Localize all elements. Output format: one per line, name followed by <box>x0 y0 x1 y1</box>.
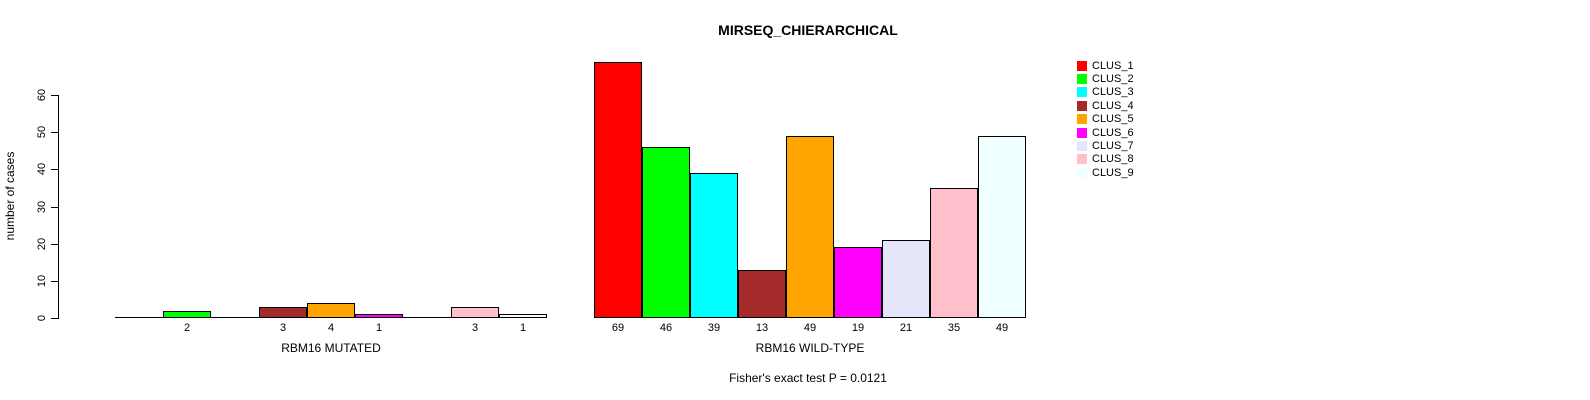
bar-clus_9 <box>978 136 1026 318</box>
legend-row-clus_1: CLUS_1 <box>1077 59 1134 72</box>
legend-row-clus_9: CLUS_9 <box>1077 166 1134 179</box>
bar-value-label: 69 <box>611 322 625 334</box>
legend-swatch-icon <box>1077 100 1087 111</box>
y-axis-tick-label: 50 <box>36 125 48 139</box>
zero-bar-clus_1 <box>115 317 163 318</box>
y-axis-tick-label: 40 <box>36 162 48 176</box>
zero-bar-clus_3 <box>211 317 259 318</box>
legend-row-clus_5: CLUS_5 <box>1077 113 1134 126</box>
bar-value-label: 3 <box>279 322 287 334</box>
legend-swatch-icon <box>1077 127 1087 138</box>
y-axis-tick-label: 0 <box>36 314 48 322</box>
bar-clus_7 <box>882 240 930 318</box>
y-axis-tick-label: 10 <box>36 274 48 288</box>
bar-value-label: 49 <box>803 322 817 334</box>
legend-row-clus_4: CLUS_4 <box>1077 99 1134 112</box>
bar-clus_5 <box>786 136 834 318</box>
y-axis-tick <box>51 95 58 96</box>
y-axis-tick <box>51 207 58 208</box>
legend-label: CLUS_9 <box>1092 166 1134 179</box>
bar-clus_4 <box>738 270 786 318</box>
bar-clus_1 <box>594 62 642 318</box>
y-axis-tick-label: 30 <box>36 200 48 214</box>
x-axis-group-label: RBM16 WILD-TYPE <box>755 341 865 355</box>
y-axis-tick <box>51 169 58 170</box>
zero-bar-clus_7 <box>403 317 451 318</box>
bar-clus_6 <box>834 247 882 318</box>
bar-clus_5 <box>307 303 355 318</box>
legend-label: CLUS_5 <box>1092 113 1134 126</box>
legend-label: CLUS_6 <box>1092 126 1134 139</box>
legend-label: CLUS_7 <box>1092 139 1134 152</box>
legend-swatch-icon <box>1077 167 1087 178</box>
bar-value-label: 46 <box>659 322 673 334</box>
bar-clus_8 <box>451 307 499 318</box>
bar-value-label: 21 <box>899 322 913 334</box>
bar-value-label: 19 <box>851 322 865 334</box>
bar-clus_2 <box>642 147 690 318</box>
bar-value-label: 3 <box>471 322 479 334</box>
legend-row-clus_7: CLUS_7 <box>1077 139 1134 152</box>
bar-clus_8 <box>930 188 978 318</box>
chart-title: MIRSEQ_CHIERARCHICAL <box>718 22 898 38</box>
legend-swatch-icon <box>1077 140 1087 151</box>
y-axis-tick <box>51 244 58 245</box>
y-axis-tick <box>51 318 58 319</box>
legend-swatch-icon <box>1077 114 1087 125</box>
bar-value-label: 1 <box>375 322 383 334</box>
y-axis-tick-label: 20 <box>36 237 48 251</box>
legend-swatch-icon <box>1077 60 1087 71</box>
legend-row-clus_8: CLUS_8 <box>1077 153 1134 166</box>
bar-clus_2 <box>163 311 211 318</box>
legend-row-clus_6: CLUS_6 <box>1077 126 1134 139</box>
y-axis-tick <box>51 281 58 282</box>
bar-value-label: 39 <box>707 322 721 334</box>
bar-clus_4 <box>259 307 307 318</box>
bar-value-label: 4 <box>327 322 335 334</box>
fisher-test-footnote: Fisher's exact test P = 0.0121 <box>729 371 887 385</box>
legend-label: CLUS_8 <box>1092 153 1134 166</box>
legend-label: CLUS_3 <box>1092 86 1134 99</box>
y-axis-tick <box>51 132 58 133</box>
legend-swatch-icon <box>1077 73 1087 84</box>
y-axis-line <box>58 95 59 319</box>
bar-value-label: 35 <box>947 322 961 334</box>
bar-value-label: 1 <box>519 322 527 334</box>
legend-label: CLUS_2 <box>1092 72 1134 85</box>
legend-swatch-icon <box>1077 154 1087 165</box>
legend-row-clus_3: CLUS_3 <box>1077 86 1134 99</box>
bar-clus_3 <box>690 173 738 318</box>
bar-value-label: 13 <box>755 322 769 334</box>
bar-value-label: 2 <box>183 322 191 334</box>
bar-clus_6 <box>355 314 403 318</box>
bar-clus_9 <box>499 314 547 318</box>
legend-label: CLUS_1 <box>1092 59 1134 72</box>
y-axis-label: number of cases <box>3 151 17 241</box>
y-axis-tick-label: 60 <box>36 88 48 102</box>
legend-swatch-icon <box>1077 87 1087 98</box>
legend-row-clus_2: CLUS_2 <box>1077 72 1134 85</box>
bar-value-label: 49 <box>995 322 1009 334</box>
legend-label: CLUS_4 <box>1092 99 1134 112</box>
x-axis-group-label: RBM16 MUTATED <box>281 341 381 355</box>
